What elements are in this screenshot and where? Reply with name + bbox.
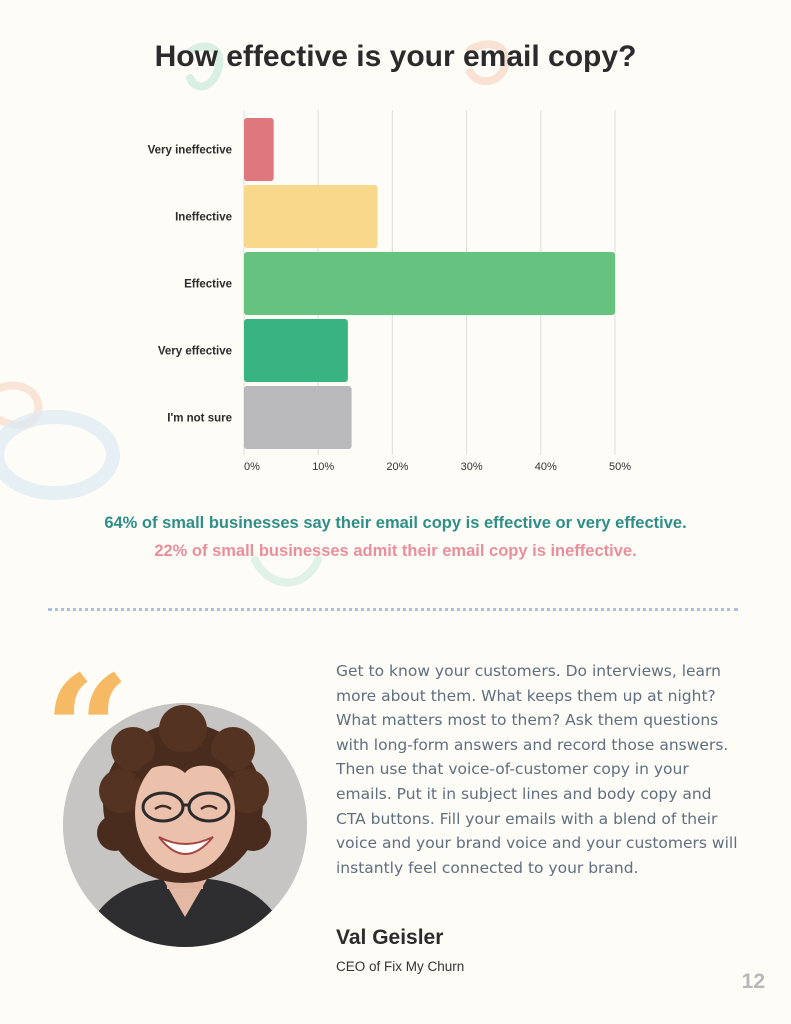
page-number: 12 xyxy=(741,970,765,993)
bar-very-ineffective xyxy=(244,118,274,181)
bar-effective xyxy=(244,252,615,315)
chart-bars xyxy=(244,118,615,449)
chart-title: How effective is your email copy? xyxy=(154,40,637,73)
category-label: Effective xyxy=(184,279,232,291)
x-tick-label: 0% xyxy=(244,461,260,473)
chart-x-ticks: 0% 10% 20% 30% 40% 50% xyxy=(244,461,631,473)
stat-effective: 64% of small businesses say their email … xyxy=(104,514,687,532)
category-label: Very ineffective xyxy=(148,145,232,157)
decor-blue-bubble xyxy=(0,410,120,500)
x-tick-label: 10% xyxy=(312,461,334,473)
x-tick-label: 20% xyxy=(386,461,408,473)
category-label: Very effective xyxy=(158,346,232,358)
bar-ineffective xyxy=(244,185,378,248)
author-title: CEO of Fix My Churn xyxy=(336,959,465,974)
decor-orange-squiggle xyxy=(466,40,510,85)
bar-very-effective xyxy=(244,319,348,382)
bar-chart: Very ineffective Ineffective Effective Very… xyxy=(148,110,631,473)
portrait-photo xyxy=(63,703,307,947)
x-tick-label: 40% xyxy=(535,461,557,473)
decor-green-bubble xyxy=(251,556,322,587)
category-label: I'm not sure xyxy=(167,413,232,425)
bar-i-m-not-sure xyxy=(244,386,352,449)
quote-text: Get to know your customers. Do interview… xyxy=(336,662,738,877)
chart-category-labels: Very ineffective Ineffective Effective Very… xyxy=(148,145,232,425)
quote-mark-icon: “ xyxy=(44,643,131,819)
stat-ineffective: 22% of small businesses admit their emai… xyxy=(154,542,637,560)
x-tick-label: 50% xyxy=(609,461,631,473)
x-tick-label: 30% xyxy=(461,461,483,473)
avatar xyxy=(63,703,307,947)
category-label: Ineffective xyxy=(175,212,232,224)
decor-green-squiggle xyxy=(186,42,224,91)
dotted-divider xyxy=(48,608,738,611)
author-name: Val Geisler xyxy=(336,926,444,949)
